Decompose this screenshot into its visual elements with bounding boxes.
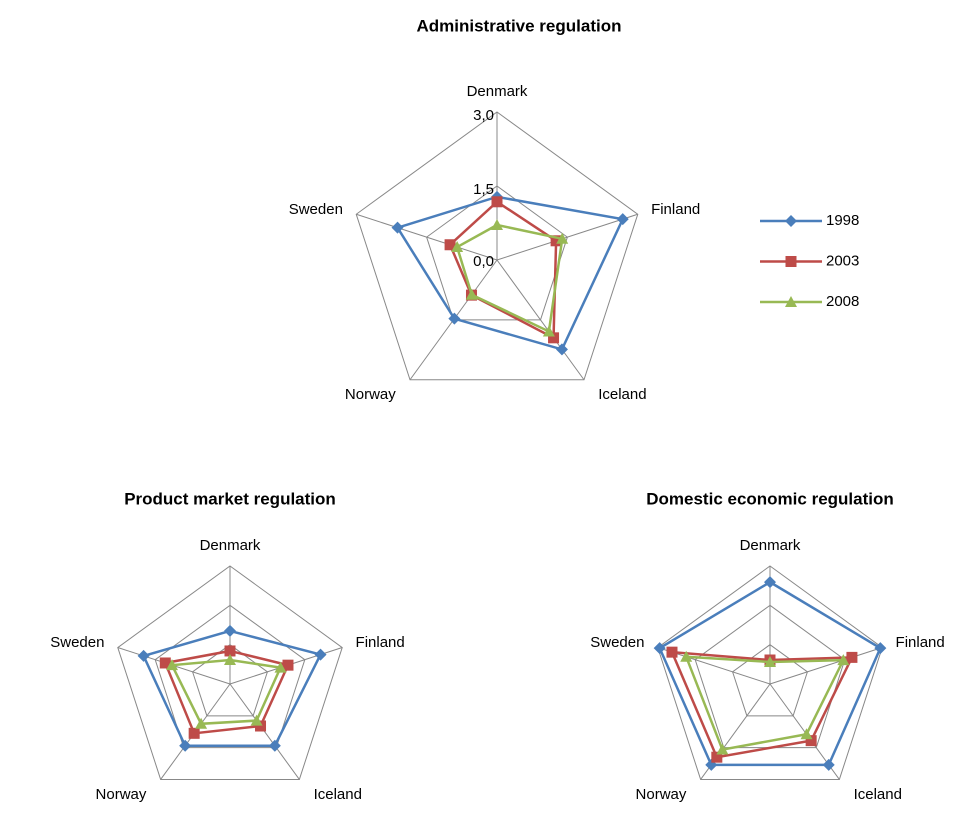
category-label: Finland: [896, 634, 945, 651]
chart-title: Product market regulation: [124, 489, 336, 508]
marker: [314, 648, 327, 661]
category-label: Iceland: [854, 786, 902, 803]
series-line: [395, 195, 625, 351]
marker: [188, 727, 200, 739]
marker: [666, 646, 678, 658]
marker: [542, 325, 555, 337]
marker: [224, 645, 236, 657]
marker: [680, 650, 693, 662]
marker: [137, 649, 150, 662]
category-label: Sweden: [590, 634, 644, 651]
series-line: [170, 658, 283, 726]
series-line: [448, 200, 558, 340]
marker: [444, 239, 456, 251]
category-label: Finland: [651, 201, 700, 218]
tick-label: 0,0: [473, 253, 494, 270]
marker: [224, 624, 236, 637]
legend-label: 2008: [826, 293, 859, 310]
marker: [166, 659, 179, 671]
marker: [465, 288, 478, 300]
grid-ring: [117, 565, 343, 780]
marker: [491, 218, 503, 230]
marker: [159, 657, 171, 669]
marker: [805, 735, 817, 747]
marker: [255, 720, 267, 732]
marker: [653, 642, 666, 655]
marker: [448, 312, 461, 325]
category-label: Denmark: [467, 83, 528, 100]
spoke: [769, 647, 883, 685]
series-line: [141, 629, 323, 747]
marker: [195, 717, 208, 729]
marker: [837, 654, 850, 666]
marker: [785, 215, 797, 227]
category-label: Iceland: [314, 786, 362, 803]
grid-ring: [426, 185, 568, 321]
marker: [785, 296, 797, 307]
category-label: Sweden: [289, 201, 343, 218]
series-line: [684, 655, 846, 751]
marker: [548, 332, 560, 344]
series-line: [455, 223, 564, 334]
legend-label: 2003: [826, 252, 859, 269]
marker: [451, 241, 464, 253]
tick-label: 1,5: [473, 181, 494, 198]
series-line: [163, 649, 290, 735]
marker: [550, 235, 562, 247]
marker: [250, 714, 263, 726]
grid-ring: [732, 644, 808, 717]
marker: [874, 642, 887, 655]
category-label: Sweden: [50, 634, 104, 651]
marker: [274, 661, 287, 673]
marker: [282, 659, 294, 671]
category-label: Norway: [636, 786, 687, 803]
legend-label: 1998: [826, 212, 859, 229]
chart-title: Administrative regulation: [417, 16, 622, 35]
chart-title: Domestic economic regulation: [646, 489, 894, 508]
category-label: Iceland: [598, 386, 646, 403]
grid-ring: [657, 565, 883, 780]
marker: [716, 743, 729, 755]
marker: [268, 739, 281, 752]
marker: [800, 728, 813, 740]
series-line: [658, 580, 882, 767]
grid-ring: [154, 604, 306, 749]
marker: [491, 196, 503, 208]
category-label: Norway: [96, 786, 147, 803]
category-label: Norway: [345, 386, 396, 403]
marker: [556, 232, 569, 244]
series-line: [670, 650, 854, 759]
category-label: Denmark: [200, 537, 261, 554]
marker: [785, 256, 797, 267]
marker: [179, 739, 192, 752]
marker: [391, 221, 404, 234]
marker: [764, 576, 776, 589]
spoke: [229, 683, 300, 780]
category-label: Denmark: [740, 537, 801, 554]
tick-label: 3,0: [473, 107, 494, 124]
marker: [846, 651, 858, 663]
marker: [616, 213, 629, 226]
marker: [224, 654, 236, 666]
marker: [822, 758, 835, 771]
grid-ring: [192, 644, 268, 717]
marker: [711, 751, 723, 763]
grid-ring: [355, 111, 639, 381]
marker: [764, 655, 776, 667]
marker: [555, 343, 568, 356]
category-label: Finland: [356, 634, 405, 651]
